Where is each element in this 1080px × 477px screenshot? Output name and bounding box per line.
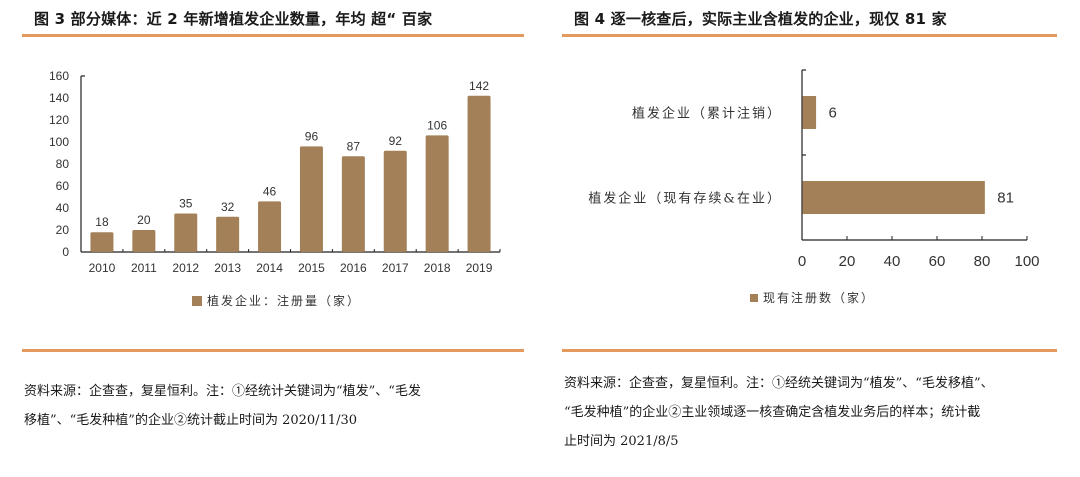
figure-4-top-rule — [562, 34, 1057, 37]
x-tick-label: 2016 — [340, 261, 367, 275]
figure-4-legend: 现有注册数（家） — [750, 289, 875, 306]
note-line: 资料来源：企查查，复星恒利。注：①经统计关键词为“植发”、“毛发 — [24, 384, 421, 399]
note-line: 止时间为 2021/8/5 — [564, 434, 679, 449]
bar — [467, 95, 491, 252]
figure-3-source-note: 资料来源：企查查，复星恒利。注：①经统计关键词为“植发”、“毛发 移植”、“毛发… — [24, 377, 524, 435]
x-tick-label: 20 — [839, 253, 856, 270]
bar-value-label: 35 — [179, 197, 193, 211]
y-tick-label: 140 — [49, 91, 69, 105]
x-tick-label: 80 — [974, 253, 991, 270]
bar — [299, 146, 323, 252]
note-line: 移植”、“毛发种植”的企业②统计截止时间为 2020/11/30 — [24, 413, 357, 428]
bar — [216, 216, 240, 252]
legend-swatch — [192, 295, 202, 306]
note-line: “毛发种植”的企业②主业领域逐一核查确定含植发业务后的样本；统计截 — [564, 405, 981, 420]
y-tick-label: 80 — [56, 157, 70, 171]
figure-4-horizontal-bar-chart: 0 20 40 60 80 100 6 植发企业（累计注销） 81 植发企业（现有存续&在业） — [588, 69, 1040, 270]
legend-label: 现有注册数（家） — [763, 291, 876, 305]
x-tick-label: 2015 — [298, 261, 325, 275]
bar — [132, 230, 156, 252]
figure-3-bottom-rule — [22, 349, 524, 352]
bar-value-label: 142 — [469, 79, 489, 93]
legend-label: 植发企业：注册量（家） — [207, 294, 362, 308]
bar — [341, 156, 365, 252]
bar-value-label: 32 — [221, 200, 235, 214]
bar — [425, 135, 449, 252]
x-tick-label: 2013 — [214, 261, 241, 275]
x-tick-label: 2014 — [256, 261, 283, 275]
bar — [174, 213, 198, 252]
y-tick-label: 20 — [56, 223, 70, 237]
bar — [802, 96, 817, 129]
y-tick-label: 0 — [62, 245, 69, 259]
figure-4-source-note: 资料来源：企查查，复星恒利。注：①经统关键词为“植发”、“毛发移植”、 “毛发种… — [564, 369, 1064, 456]
x-tick-label: 2012 — [172, 261, 199, 275]
y-tick-label: 160 — [49, 69, 69, 83]
bar-value-label: 96 — [305, 129, 319, 143]
y-tick-label: 120 — [49, 113, 69, 127]
x-tick-label: 2018 — [424, 261, 451, 275]
category-label: 植发企业（累计注销） — [632, 106, 782, 122]
figure-3-top-rule — [22, 34, 524, 37]
y-tick-label: 100 — [49, 135, 69, 149]
figure-4-title: 图 4 逐一核查后，实际主业含植发的企业，现仅 81 家 — [574, 10, 947, 28]
bar-value-label: 20 — [137, 213, 151, 227]
bar-value-label: 18 — [95, 215, 109, 229]
x-tick-label: 2011 — [131, 261, 157, 275]
figure-4-bottom-rule — [562, 349, 1057, 352]
x-tick-label: 0 — [798, 253, 806, 270]
bar-value-label: 6 — [829, 105, 837, 122]
x-tick-label: 2010 — [89, 261, 116, 275]
x-tick-label: 2017 — [382, 261, 409, 275]
figure-3-title: 图 3 部分媒体：近 2 年新增植发企业数量，年均 超“ 百家 — [34, 10, 433, 28]
bar — [90, 232, 114, 252]
bar-value-label: 106 — [427, 118, 447, 132]
bar — [802, 181, 985, 214]
legend-swatch — [750, 293, 758, 302]
bar-value-label: 46 — [263, 184, 277, 198]
x-tick-label: 100 — [1014, 253, 1039, 270]
note-line: 资料来源：企查查，复星恒利。注：①经统关键词为“植发”、“毛发移植”、 — [564, 376, 994, 391]
x-tick-label: 40 — [884, 253, 901, 270]
bar — [258, 201, 282, 252]
bar — [383, 150, 407, 252]
figure-3-legend: 植发企业：注册量（家） — [192, 292, 361, 309]
x-tick-label: 2019 — [466, 261, 493, 275]
figure-3-vertical-bar-chart: 0 20 40 60 80 100 120 140 160 18 2010 20 2011 35 2012 3… — [49, 69, 501, 275]
x-tick-label: 60 — [929, 253, 946, 270]
y-tick-label: 60 — [56, 179, 70, 193]
bar-value-label: 92 — [389, 134, 403, 148]
y-tick-label: 40 — [56, 201, 70, 215]
bar-value-label: 87 — [347, 139, 361, 153]
category-label: 植发企业（现有存续&在业） — [588, 191, 782, 207]
bar-value-label: 81 — [997, 190, 1014, 207]
